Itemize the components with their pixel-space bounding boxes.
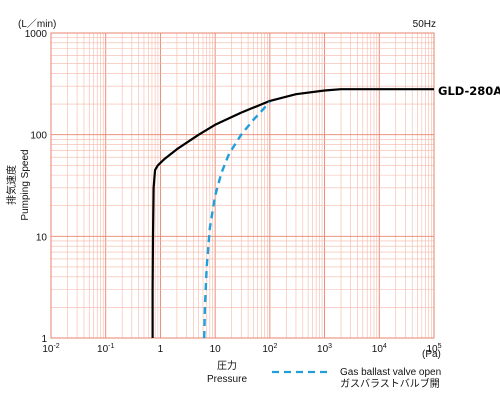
- plot-frame: [50, 32, 435, 339]
- x-tick-label: 1: [158, 344, 164, 355]
- x-unit-label: (Pa): [422, 349, 441, 360]
- grid: [50, 33, 434, 339]
- series-label-gld-280a: GLD-280A: [438, 84, 500, 98]
- x-tick-label: 102: [262, 343, 277, 355]
- x-tick-exponent: -1: [108, 343, 114, 350]
- legend-label-gas-ballast-jp: ガスバラストバルブ開: [340, 377, 440, 390]
- x-tick-exponent: 4: [383, 343, 387, 350]
- x-tick-label: 104: [372, 343, 387, 355]
- y-tick-label: 1: [41, 334, 47, 345]
- x-tick-exponent: 2: [273, 343, 277, 350]
- x-tick-label: 103: [317, 343, 332, 355]
- x-tick-exponent: -2: [53, 343, 59, 350]
- series-layer: [151, 88, 434, 339]
- y-tick-label: 10: [36, 232, 48, 243]
- x-tick-exponent: 5: [438, 343, 442, 350]
- x-axis-label-en: Pressure: [207, 374, 247, 385]
- y-axis-label-en: Pumping Speed: [20, 149, 31, 220]
- x-tick-label: 10: [210, 344, 222, 355]
- series-line-gas-ballast: [203, 101, 271, 339]
- y-tick-label: 100: [30, 131, 47, 142]
- y-axis-label-jp: 排気速度: [5, 165, 18, 205]
- frequency-label: 50Hz: [413, 19, 436, 30]
- y-tick-label: 1000: [25, 29, 48, 40]
- y-unit-label: (L／min): [18, 18, 56, 30]
- legend-label-gas-ballast-en: Gas ballast valve open: [340, 367, 441, 378]
- series-line-gld-280a: [151, 88, 434, 338]
- x-axis-label-jp: 圧力: [217, 359, 237, 372]
- x-tick-label: 10-1: [97, 343, 114, 355]
- x-tick-exponent: 3: [328, 343, 332, 350]
